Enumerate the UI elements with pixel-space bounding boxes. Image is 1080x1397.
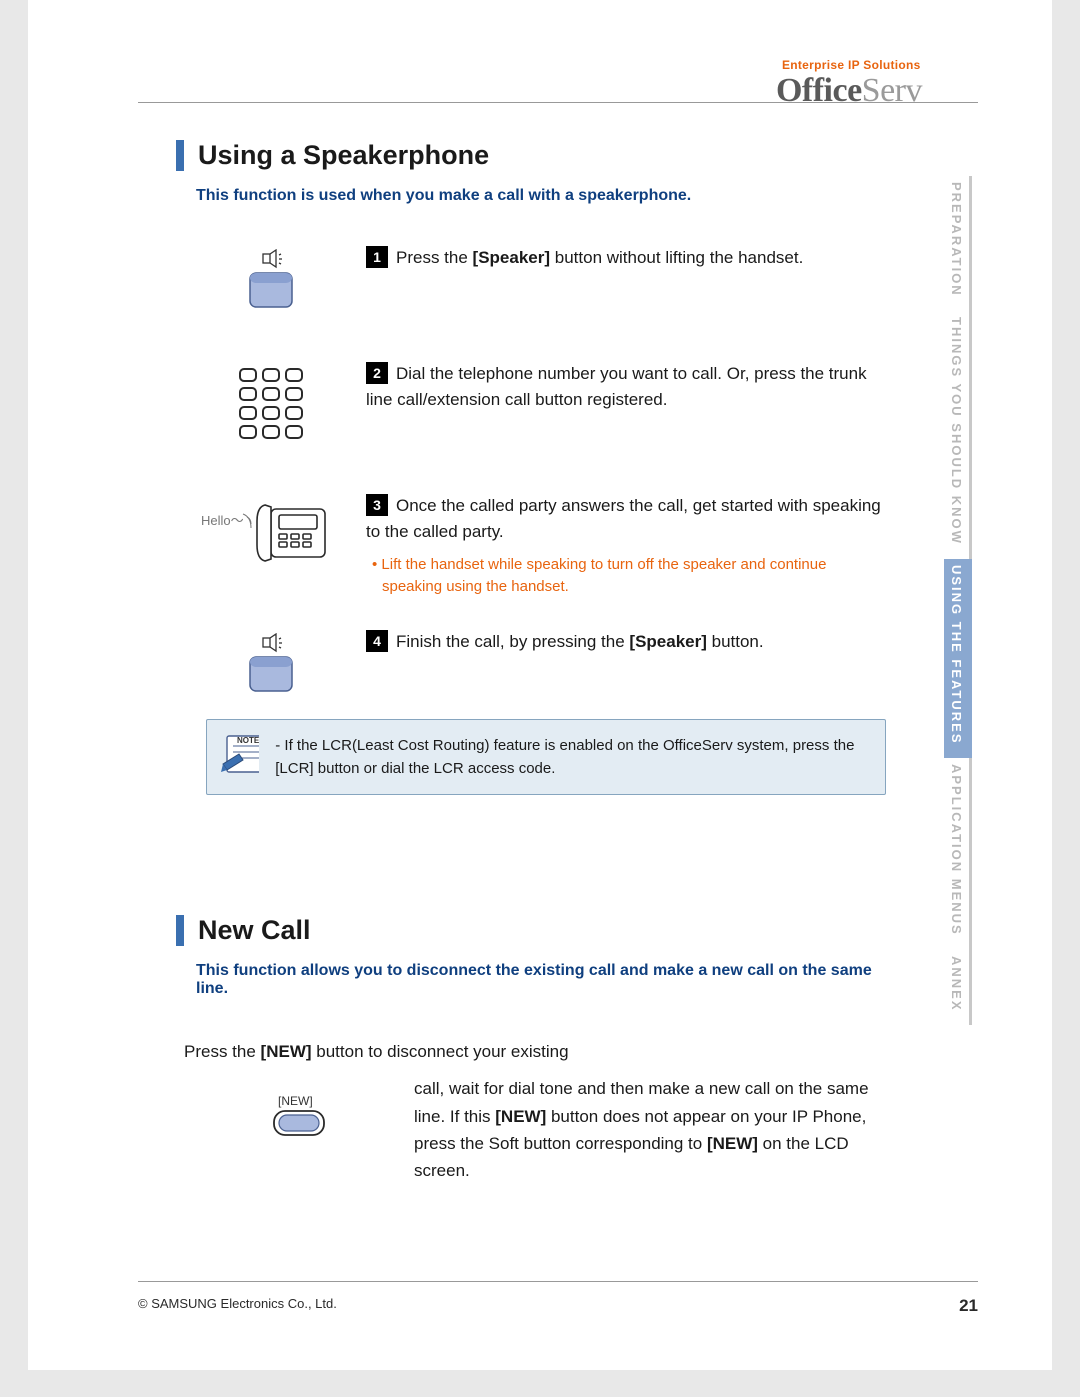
step-row: 2Dial the telephone number you want to c… — [176, 361, 886, 443]
step2-icon — [176, 361, 366, 443]
step3-tip-text: Lift the handset while speaking to turn … — [381, 556, 826, 596]
footer: © SAMSUNG Electronics Co., Ltd. 21 — [138, 1281, 978, 1316]
step-row: 4 Finish the call, by pressing the [Speak… — [176, 629, 886, 695]
newcall-intro-suffix: button to disconnect your existing — [312, 1042, 569, 1061]
step1-text: 1 Press the [Speaker] button without lift… — [366, 245, 886, 271]
section2-desc: This function allows you to disconnect t… — [196, 962, 886, 998]
document-page: Enterprise IP Solutions OfficeServ PREPA… — [28, 0, 1052, 1370]
tab-things-you-should-know[interactable]: THINGS YOU SHOULD KNOW — [944, 311, 972, 559]
step3-body: Once the called party answers the call, … — [366, 496, 881, 541]
newcall-intro-prefix: Press the — [184, 1042, 261, 1061]
new-button-label: [NEW] — [278, 1094, 313, 1108]
newcall-icon: [NEW] — [184, 1075, 414, 1141]
logo-bold-part: Office — [776, 72, 862, 109]
step3-icon: Hello～ — [176, 493, 366, 569]
newcall-intro: Press the [NEW] button to disconnect you… — [184, 1038, 886, 1065]
header-tagline: Enterprise IP Solutions — [782, 58, 922, 72]
logo-light-part: Serv — [862, 72, 922, 109]
step4-suffix: button. — [707, 632, 764, 651]
newcall-intro-bold: [NEW] — [261, 1042, 312, 1061]
tab-preparation[interactable]: PREPARATION — [944, 176, 972, 311]
side-tabs: PREPARATION THINGS YOU SHOULD KNOW USING… — [944, 176, 974, 1025]
tab-application-menus[interactable]: APPLICATION MENUS — [944, 758, 972, 950]
newcall-text: call, wait for dial tone and then make a… — [414, 1075, 886, 1184]
hello-label: Hello～ — [201, 513, 244, 528]
step3-text: 3Once the called party answers the call,… — [366, 493, 886, 599]
newcall-body: Press the [NEW] button to disconnect you… — [184, 1038, 886, 1184]
new-button-icon: [NEW] — [266, 1093, 332, 1141]
note-icon: NOTE — [221, 734, 259, 780]
copyright: © SAMSUNG Electronics Co., Ltd. — [138, 1296, 337, 1316]
section1-desc: This function is used when you make a ca… — [196, 187, 886, 205]
step2-body: Dial the telephone number you want to ca… — [366, 364, 867, 409]
section1-title: Using a Speakerphone — [176, 140, 886, 171]
brand-logo: OfficeServ — [776, 72, 922, 110]
phone-talking-icon: Hello～ — [201, 497, 341, 569]
section2-title: New Call — [176, 915, 886, 946]
step-number-badge: 1 — [366, 246, 388, 268]
speaker-button-icon — [245, 249, 297, 311]
step-row: 1 Press the [Speaker] button without lift… — [176, 245, 886, 311]
step-number-badge: 2 — [366, 362, 388, 384]
note-box: NOTE - If the LCR(Least Cost Routing) fe… — [206, 719, 886, 796]
step1-bold: [Speaker] — [473, 248, 550, 267]
step1-suffix: button without lifting the handset. — [550, 248, 803, 267]
note-label: NOTE — [237, 736, 259, 745]
main-content: Using a Speakerphone This function is us… — [176, 140, 886, 1184]
tab-annex[interactable]: ANNEX — [944, 950, 972, 1026]
step4-prefix: Finish the call, by pressing the — [396, 632, 629, 651]
tab-using-the-features[interactable]: USING THE FEATURES — [944, 559, 972, 759]
step1-icon — [176, 245, 366, 311]
speaker-button-icon — [245, 633, 297, 695]
header-rule — [138, 102, 978, 103]
page-number: 21 — [959, 1296, 978, 1316]
newcall-row: [NEW] call, wait for dial tone and then … — [184, 1075, 886, 1184]
newcall-b2: [NEW] — [707, 1134, 758, 1153]
step-row: Hello～ 3Once the called party answ — [176, 493, 886, 599]
step1-prefix: Press the — [396, 248, 473, 267]
step4-icon — [176, 629, 366, 695]
step-number-badge: 4 — [366, 630, 388, 652]
step2-text: 2Dial the telephone number you want to c… — [366, 361, 886, 414]
note-text: - If the LCR(Least Cost Routing) feature… — [275, 734, 865, 781]
step3-tip: • Lift the handset while speaking to tur… — [366, 554, 886, 599]
newcall-b1: [NEW] — [495, 1107, 546, 1126]
step4-text: 4 Finish the call, by pressing the [Speak… — [366, 629, 886, 655]
step4-bold: [Speaker] — [629, 632, 706, 651]
step-number-badge: 3 — [366, 494, 388, 516]
keypad-icon — [236, 365, 306, 443]
